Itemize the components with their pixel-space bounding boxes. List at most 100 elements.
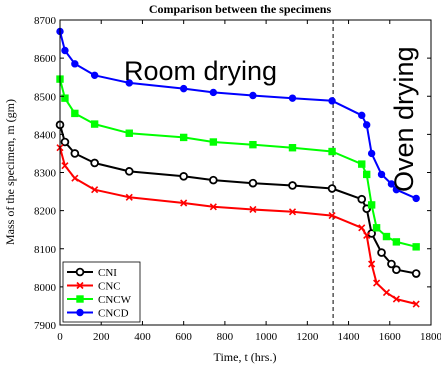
data-point-cni (70, 149, 80, 158)
data-point-cncd (179, 84, 188, 93)
series-cnc (56, 144, 420, 308)
x-tick-label: 1000 (255, 331, 278, 343)
y-tick-label: 8500 (34, 91, 57, 103)
x-axis-label: Time, t (hrs.) (214, 350, 277, 364)
legend-item-cncw: CNCW (67, 294, 132, 306)
data-point-cni (124, 167, 134, 176)
legend-item-cni: CNI (67, 267, 117, 279)
annotation-room-drying: Room drying (124, 56, 277, 86)
data-point-cncw (358, 160, 366, 168)
data-point-cncw (412, 243, 420, 251)
data-point-cncd (328, 97, 336, 105)
y-tick-label: 8200 (34, 206, 57, 218)
legend-label: CNI (98, 267, 117, 279)
data-point-cncd (377, 170, 386, 179)
data-point-cncw (328, 147, 336, 156)
data-point-cnc (209, 203, 217, 211)
data-point-cncw (362, 170, 371, 179)
x-tick-label: 1200 (296, 331, 319, 343)
data-point-cnc (91, 186, 99, 194)
data-point-cni (327, 184, 337, 193)
data-point-cncd (362, 121, 371, 129)
x-tick-label: 1600 (379, 331, 402, 343)
legend-item-cncd: CNCD (67, 308, 129, 320)
data-point-cni (357, 194, 367, 204)
data-point-cni (411, 269, 421, 278)
legend-item-cnc: CNC (67, 281, 121, 293)
data-point-cncd (61, 46, 69, 55)
data-point-cni (392, 265, 401, 275)
data-point-cnc (249, 205, 257, 214)
data-point-cncd (358, 111, 366, 120)
data-point-cnc (392, 295, 400, 303)
data-point-cncw (249, 140, 257, 149)
data-point-cncw (372, 224, 381, 232)
y-axis-ticks: 7900 8000 8100 8200 8300 8400 8500 8600 8700 (34, 15, 431, 332)
data-point-cncw (71, 109, 79, 118)
data-point-cncw (392, 238, 401, 246)
data-point-cncw (61, 94, 69, 102)
data-point-cnc (363, 231, 371, 239)
legend-swatch-marker (76, 295, 84, 303)
data-point-cncd (412, 194, 420, 203)
x-tick-label: 800 (217, 331, 234, 343)
data-point-cncd (125, 79, 133, 87)
data-point-cnc (368, 260, 376, 268)
data-point-cncd (209, 88, 218, 97)
data-point-cni (248, 178, 258, 188)
series-layer (55, 27, 421, 308)
legend-swatch-marker (75, 267, 85, 277)
y-tick-label: 8100 (34, 244, 57, 256)
data-point-cncw (382, 232, 391, 241)
data-point-cni (209, 175, 218, 185)
data-point-cnc (373, 279, 381, 287)
y-tick-label: 8600 (34, 53, 57, 65)
data-point-cncd (90, 71, 99, 79)
data-point-cnc (61, 162, 69, 170)
x-tick-label: 200 (93, 331, 110, 343)
data-point-cni (387, 259, 396, 269)
data-point-cncw (125, 129, 133, 137)
data-point-cni (60, 137, 70, 147)
data-point-cncw (90, 120, 99, 128)
legend-label: CNCD (98, 308, 129, 320)
data-point-cnc (71, 174, 79, 182)
legend-swatch-marker (76, 281, 84, 290)
data-point-cni (90, 158, 99, 168)
x-tick-label: 600 (175, 331, 192, 343)
data-point-cnc (412, 300, 420, 308)
x-tick-label: 0 (57, 331, 63, 343)
data-point-cni (179, 172, 188, 181)
series-cni (55, 120, 421, 278)
data-point-cnc (358, 224, 366, 232)
x-axis-ticks: 0 200 400 600 800 1000 1200 1400 1600 1800 (57, 20, 441, 343)
y-tick-label: 8700 (34, 15, 57, 27)
data-point-cncd (71, 60, 79, 68)
data-point-cncd (387, 180, 396, 188)
data-point-cnc (180, 199, 188, 207)
y-axis-label: Mass of the specimen, m (gm) (3, 99, 17, 245)
x-tick-label: 1800 (420, 331, 441, 343)
chart-title: Comparison between the specimens (149, 2, 332, 16)
y-tick-label: 8400 (34, 129, 57, 141)
data-point-cncd (367, 149, 376, 158)
data-point-cnc (125, 193, 133, 201)
legend-label: CNC (98, 281, 121, 293)
data-point-cncw (288, 144, 297, 152)
data-point-cnc (382, 289, 391, 297)
legend-swatch-marker (76, 308, 84, 317)
data-point-cni (288, 181, 297, 190)
y-tick-label: 8000 (34, 282, 57, 294)
series-cncd (56, 27, 420, 203)
data-point-cni (377, 248, 386, 257)
data-point-cncw (367, 201, 376, 209)
y-tick-label: 7900 (34, 320, 57, 332)
data-point-cncd (249, 91, 257, 100)
x-tick-label: 1400 (338, 331, 361, 343)
legend-label: CNCW (98, 294, 132, 306)
data-point-cncw (179, 133, 188, 142)
y-tick-label: 8300 (34, 168, 57, 180)
